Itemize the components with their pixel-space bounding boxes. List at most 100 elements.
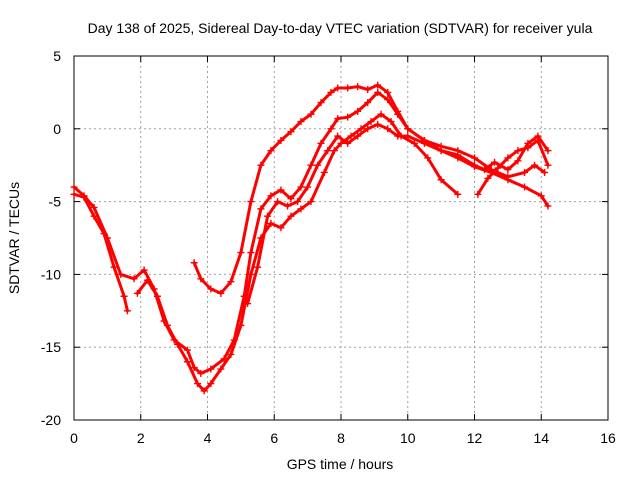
series-line bbox=[135, 112, 460, 393]
data-point bbox=[90, 203, 98, 211]
data-point bbox=[437, 147, 445, 155]
data-point bbox=[334, 84, 342, 92]
data-point bbox=[494, 164, 502, 172]
data-point bbox=[193, 380, 201, 388]
x-tick-label: 8 bbox=[337, 430, 345, 446]
data-point bbox=[394, 107, 402, 115]
data-point bbox=[374, 81, 382, 89]
data-point bbox=[130, 275, 138, 283]
data-point bbox=[247, 270, 255, 278]
data-point bbox=[287, 195, 295, 203]
series-series-5 bbox=[244, 120, 552, 308]
series-line bbox=[476, 138, 550, 196]
x-tick-label: 2 bbox=[137, 430, 145, 446]
data-point bbox=[197, 369, 205, 377]
series-series-2 bbox=[70, 190, 131, 315]
data-point bbox=[534, 136, 542, 144]
data-point bbox=[90, 212, 98, 220]
x-axis-label: GPS time / hours bbox=[287, 456, 394, 472]
data-point bbox=[287, 212, 295, 220]
data-point bbox=[541, 168, 549, 176]
data-point bbox=[364, 85, 372, 93]
data-point bbox=[163, 321, 171, 329]
data-point bbox=[327, 88, 335, 96]
data-point bbox=[297, 183, 305, 191]
data-point bbox=[257, 205, 265, 213]
data-point bbox=[357, 125, 365, 133]
y-tick-label: -10 bbox=[41, 266, 61, 282]
data-point bbox=[190, 259, 198, 267]
data-point bbox=[344, 139, 352, 147]
data-point bbox=[384, 88, 392, 96]
data-point bbox=[294, 198, 302, 206]
data-point bbox=[347, 132, 355, 140]
data-point bbox=[544, 147, 552, 155]
data-point bbox=[200, 387, 208, 395]
x-tick-label: 4 bbox=[204, 430, 212, 446]
data-point bbox=[521, 183, 529, 191]
data-point bbox=[307, 198, 315, 206]
data-point bbox=[264, 212, 272, 220]
data-point bbox=[217, 365, 225, 373]
data-point bbox=[454, 190, 462, 198]
data-point bbox=[354, 83, 362, 91]
data-point bbox=[297, 205, 305, 213]
data-point bbox=[70, 190, 78, 198]
data-point bbox=[143, 276, 151, 284]
data-point bbox=[317, 99, 325, 107]
data-point bbox=[254, 263, 262, 271]
data-point bbox=[337, 139, 345, 147]
data-point bbox=[317, 139, 325, 147]
x-tick-label: 12 bbox=[467, 430, 483, 446]
data-point bbox=[471, 163, 478, 171]
data-point bbox=[531, 161, 539, 169]
data-point bbox=[304, 183, 312, 191]
data-point bbox=[454, 154, 462, 162]
data-point bbox=[197, 275, 205, 283]
data-point bbox=[504, 154, 512, 162]
data-point bbox=[521, 168, 529, 176]
data-point bbox=[183, 346, 191, 354]
data-point bbox=[123, 307, 131, 315]
y-axis-label: SDTVAR / TECUs bbox=[6, 182, 22, 294]
y-tick-label: 5 bbox=[53, 48, 61, 64]
data-point bbox=[344, 84, 352, 92]
data-point bbox=[277, 136, 285, 144]
data-point bbox=[110, 263, 118, 271]
data-point bbox=[267, 219, 275, 227]
data-point bbox=[471, 154, 478, 162]
data-point bbox=[377, 110, 385, 118]
data-point bbox=[190, 364, 198, 372]
series-line bbox=[192, 83, 547, 295]
series-line bbox=[72, 90, 550, 375]
data-point bbox=[544, 202, 552, 210]
data-point bbox=[330, 147, 338, 155]
data-point bbox=[244, 300, 252, 308]
grid bbox=[74, 56, 608, 420]
data-point bbox=[120, 292, 128, 300]
data-point bbox=[354, 107, 362, 115]
series-series-4 bbox=[190, 81, 549, 297]
data-point bbox=[80, 193, 88, 201]
data-point bbox=[420, 139, 428, 147]
data-point bbox=[374, 88, 382, 96]
data-point bbox=[544, 161, 552, 169]
data-point bbox=[314, 161, 322, 169]
data-point bbox=[297, 118, 305, 126]
data-point bbox=[267, 192, 275, 200]
x-tick-label: 10 bbox=[400, 430, 416, 446]
data-point bbox=[394, 132, 402, 140]
data-point bbox=[320, 168, 328, 176]
series-series-6 bbox=[474, 136, 552, 198]
series-line bbox=[72, 192, 129, 313]
data-point bbox=[207, 365, 215, 373]
data-point bbox=[504, 166, 512, 174]
data-point bbox=[367, 118, 375, 126]
data-point bbox=[257, 161, 265, 169]
data-point bbox=[267, 147, 275, 155]
data-point bbox=[117, 270, 125, 278]
data-point bbox=[334, 132, 342, 140]
y-tick-label: -20 bbox=[41, 412, 61, 428]
data-point bbox=[183, 358, 191, 366]
